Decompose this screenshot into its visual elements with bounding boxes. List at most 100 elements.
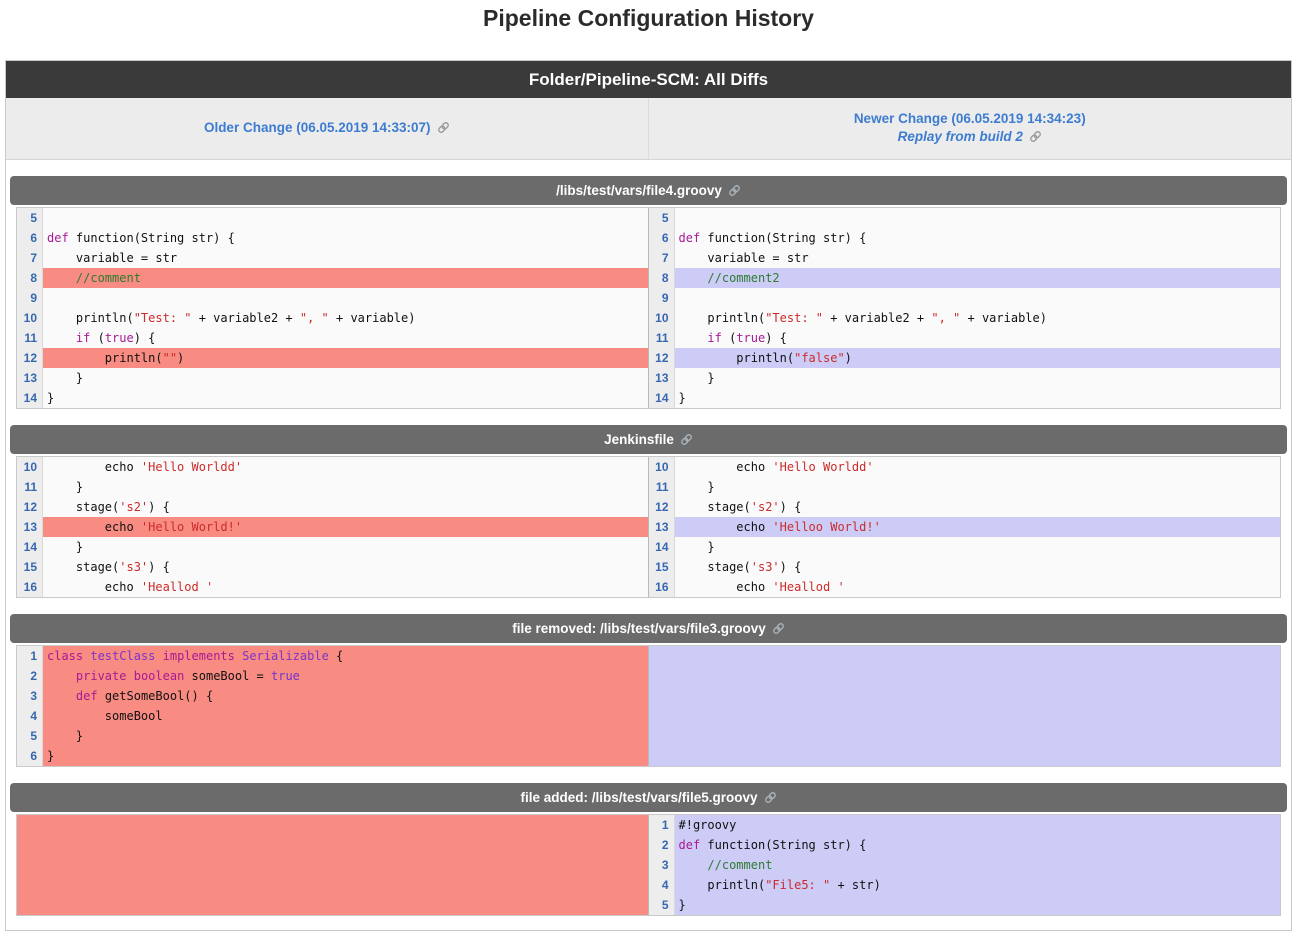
diff-pane-right: 5 6 7 8 9 10 11 12 13 14 def function(String str) … [648,208,1281,408]
code-line: echo 'Helloo World!' [674,517,1280,537]
code-line: } [47,391,55,405]
code-line: } [47,480,84,494]
line-number: 2 [661,838,669,852]
older-change-link[interactable]: Older Change (06.05.2019 14:33:07) [203,120,431,135]
code-column: echo 'Hello Worldd' } stage('s2') { echo… [674,457,1280,597]
code-line: } [678,480,715,494]
line-number: 14 [655,540,669,554]
link-icon[interactable] [772,616,785,645]
line-number: 13 [655,520,669,534]
diff-pane-right: 1 2 3 4 5 #!groovy def function(String str) { … [648,815,1280,915]
line-number: 13 [655,371,669,385]
code-line: //comment [43,268,648,288]
diff-table: 10 11 12 13 14 15 16 echo 'Hello Worldd' } sta… [16,456,1281,598]
line-number: 6 [30,749,37,763]
code-column: class testClass implements Serializable … [43,646,648,766]
line-number: 15 [655,560,669,574]
code-line: someBool [43,706,648,726]
line-number: 14 [23,540,37,554]
code-line: println("Test: " + variable2 + ", " + va… [678,311,1047,325]
line-number: 13 [23,371,37,385]
line-number-gutter: 10 11 12 13 14 15 16 [648,457,675,597]
code-line [43,208,648,228]
file-title: file removed: /libs/test/vars/file3.groo… [512,621,766,636]
line-number: 11 [655,480,669,494]
code-line: if (true) { [75,331,156,345]
line-number: 12 [655,351,669,365]
diff-pane-right [648,646,1280,766]
line-number-gutter: 1 2 3 4 5 [648,815,675,915]
code-line: println("File5: " + str) [674,875,1280,895]
code-line: stage('s3') { [47,560,170,574]
line-number: 14 [23,391,37,405]
link-icon[interactable] [1029,130,1042,146]
line-number: 9 [661,291,669,305]
line-number: 13 [23,520,37,534]
code-line: variable = str [47,251,178,265]
diff-table: 1 2 3 4 5 6 class testClass implements Seriali… [16,645,1281,767]
code-line: } [43,726,648,746]
link-icon[interactable] [728,178,741,207]
older-change-cell: Older Change (06.05.2019 14:33:07) [6,98,649,159]
diff-section-file4: /libs/test/vars/file4.groovy 5 6 7 8 9 10 11 12… [10,176,1287,409]
code-column: echo 'Hello Worldd' } stage('s2') { echo… [43,457,648,597]
file-header: /libs/test/vars/file4.groovy [10,176,1287,205]
code-line [675,208,1281,228]
code-line: echo 'Heallod ' [47,580,214,594]
line-number: 10 [655,311,669,325]
line-number: 12 [655,500,669,514]
link-icon[interactable] [764,785,777,814]
code-line: variable = str [678,251,809,265]
code-column: #!groovy def function(String str) { //com… [674,815,1280,915]
code-line [675,288,1281,308]
file-header: Jenkinsfile [10,425,1287,454]
line-number: 9 [30,291,37,305]
file-title: /libs/test/vars/file4.groovy [556,183,722,198]
code-line: //comment2 [674,268,1280,288]
code-line: echo 'Hello World!' [43,517,648,537]
code-line: private boolean someBool = true [43,666,648,686]
code-line: } [678,391,686,405]
newer-change-cell: Newer Change (06.05.2019 14:34:23) Repla… [649,98,1292,159]
link-icon[interactable] [437,121,450,137]
code-line: echo 'Heallod ' [678,580,845,594]
code-line: def function(String str) { [678,231,867,245]
file-header: file added: /libs/test/vars/file5.groovy [10,783,1287,812]
line-number: 8 [30,271,37,285]
line-number: 7 [30,251,37,265]
file-title: Jenkinsfile [604,432,674,447]
code-line: } [674,895,1280,915]
replay-from-build-link[interactable]: Replay from build 2 [897,129,1023,144]
line-number: 3 [30,689,37,703]
code-line: println("Test: " + variable2 + ", " + va… [47,311,416,325]
line-number-gutter: 5 6 7 8 9 10 11 12 13 14 [648,208,675,408]
line-number: 10 [23,311,37,325]
line-number: 12 [23,351,37,365]
line-number: 11 [24,331,37,345]
page-title: Pipeline Configuration History [483,5,814,31]
line-number: 16 [23,580,37,594]
code-line: } [47,540,84,554]
line-number: 5 [661,898,669,912]
line-number: 5 [30,211,37,225]
line-number: 2 [30,669,37,683]
code-column: def function(String str) { variable = st… [43,208,648,408]
diff-pane-left: 5 6 7 8 9 10 11 12 13 14 def function(String str) … [17,208,649,408]
code-column: def function(String str) { variable = st… [674,208,1281,408]
code-line: } [678,540,715,554]
diff-pane-left [17,815,649,915]
line-number: 4 [30,709,37,723]
code-line: } [678,371,715,385]
line-number: 4 [661,878,669,892]
code-line: echo 'Hello Worldd' [47,460,243,474]
code-line: #!groovy [674,815,1280,835]
line-number: 1 [30,649,37,663]
link-icon[interactable] [680,427,693,456]
line-number: 1 [661,818,669,832]
diff-pane-left: 1 2 3 4 5 6 class testClass implements Seriali… [17,646,649,766]
code-line: def function(String str) { [47,231,235,245]
line-number: 10 [23,460,37,474]
code-line [43,288,648,308]
code-line: def function(String str) { [674,835,1280,855]
code-line: println("") [43,348,648,368]
